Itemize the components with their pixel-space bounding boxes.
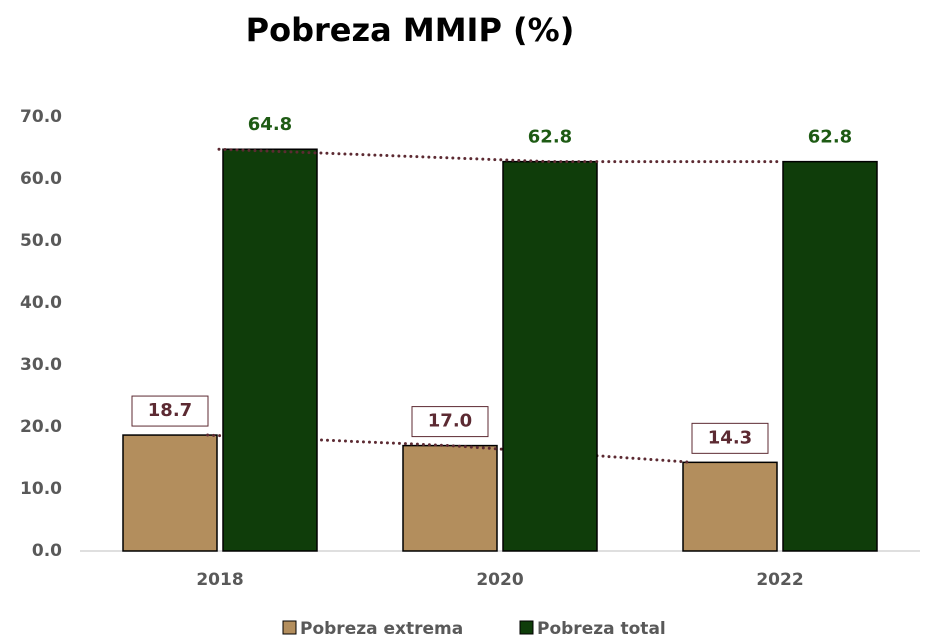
- legend-label: Pobreza total: [537, 619, 666, 637]
- value-label: 62.8: [808, 127, 852, 148]
- bar: [122, 434, 218, 552]
- y-tick-label: 0.0: [32, 541, 62, 561]
- trend-line: [217, 147, 781, 164]
- bar: [682, 461, 778, 552]
- bar: [222, 148, 318, 552]
- value-label-box: [411, 406, 489, 438]
- y-tick-label: 30.0: [20, 355, 62, 375]
- y-tick-label: 70.0: [20, 107, 62, 127]
- x-tick-label: 2018: [196, 570, 243, 590]
- value-label: 14.3: [708, 427, 752, 448]
- y-tick-label: 60.0: [20, 169, 62, 189]
- value-label: 17.0: [428, 411, 472, 432]
- bar: [502, 160, 598, 552]
- x-tick-label: 2020: [476, 570, 523, 590]
- legend-label: Pobreza extrema: [300, 619, 463, 637]
- y-tick-label: 40.0: [20, 293, 62, 313]
- legend-swatch: [282, 620, 297, 635]
- value-label: 64.8: [248, 114, 292, 135]
- value-label: 62.8: [528, 127, 572, 148]
- y-tick-label: 10.0: [20, 479, 62, 499]
- y-tick-label: 50.0: [20, 231, 62, 251]
- value-label-box: [131, 395, 209, 427]
- x-tick-label: 2022: [756, 570, 803, 590]
- value-label-box: [691, 422, 769, 454]
- bar: [782, 160, 878, 552]
- chart-title: Pobreza MMIP (%): [246, 11, 575, 49]
- legend-swatch: [519, 620, 534, 635]
- bar: [402, 444, 498, 552]
- value-label: 18.7: [148, 400, 192, 421]
- y-tick-label: 20.0: [20, 417, 62, 437]
